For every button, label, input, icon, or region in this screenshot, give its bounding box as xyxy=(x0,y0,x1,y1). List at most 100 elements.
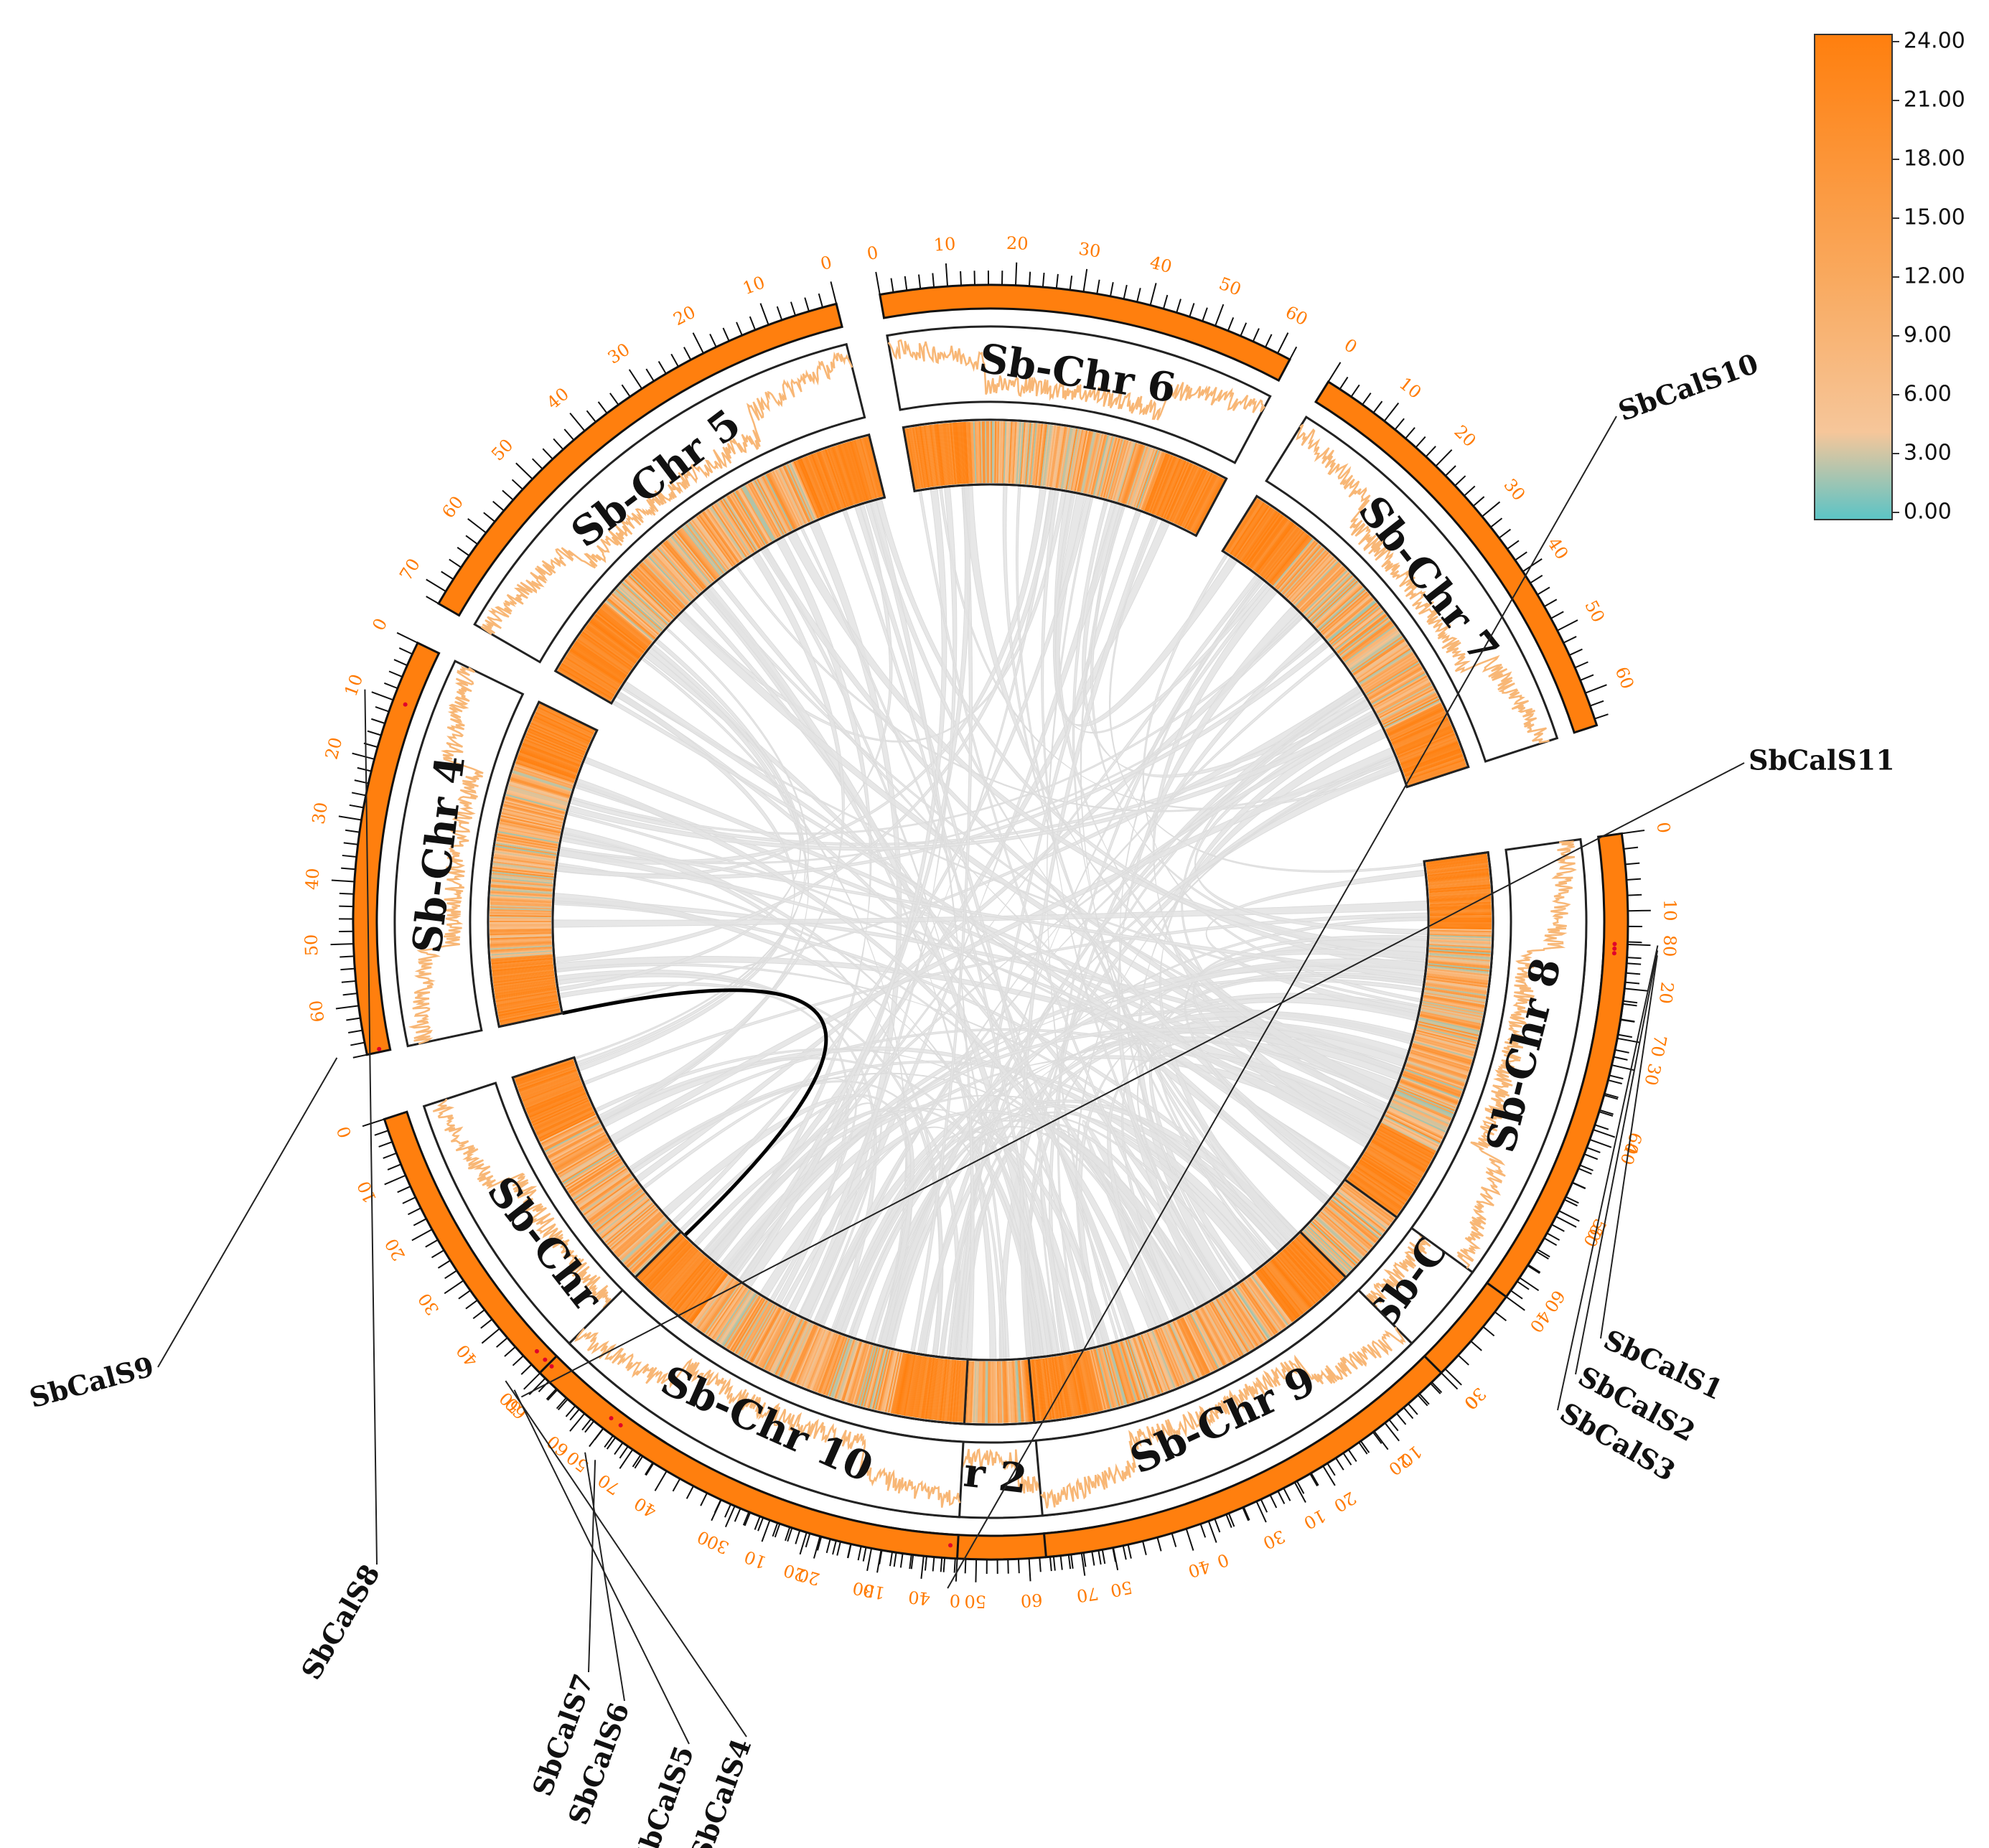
axis-tick xyxy=(1101,1549,1106,1565)
axis-tick xyxy=(932,1557,935,1572)
density-track-border xyxy=(633,1230,969,1425)
density-strip xyxy=(553,1137,609,1169)
axis-tick xyxy=(339,892,354,895)
density-strip xyxy=(657,547,700,594)
density-strip xyxy=(1428,954,1491,960)
density-strip xyxy=(768,472,797,529)
density-strip xyxy=(762,1313,792,1369)
density-strip xyxy=(1368,1145,1423,1178)
axis-tick xyxy=(754,1516,761,1530)
density-strip xyxy=(1397,1087,1456,1112)
axis-tick xyxy=(1464,485,1476,497)
density-strip xyxy=(1373,677,1428,708)
density-strip xyxy=(701,512,738,564)
density-strip xyxy=(632,1229,678,1275)
axis-tick xyxy=(818,293,823,308)
density-strip xyxy=(605,600,655,641)
density-strip xyxy=(853,1344,872,1405)
density-strip xyxy=(1177,469,1205,525)
density-strip xyxy=(581,632,632,670)
density-strip xyxy=(1025,423,1032,485)
density-strip xyxy=(490,924,552,927)
density-strip xyxy=(1379,1125,1436,1155)
density-strip xyxy=(520,1072,579,1095)
density-strip xyxy=(1337,614,1387,655)
tick-label: 40 xyxy=(631,1493,660,1521)
density-strip xyxy=(557,1143,612,1176)
axis-tick xyxy=(1425,446,1436,458)
density-strip xyxy=(640,1236,685,1282)
density-strip xyxy=(1357,645,1410,681)
density-strip xyxy=(1353,1168,1405,1205)
tick-label: 20 xyxy=(1006,233,1029,254)
density-strip xyxy=(907,428,919,489)
density-strip xyxy=(939,1359,947,1421)
density-strip xyxy=(617,586,665,629)
density-strip xyxy=(1420,1012,1482,1027)
density-strip xyxy=(514,1059,574,1080)
density-strip xyxy=(492,966,554,975)
axis-tick xyxy=(396,632,418,644)
density-strip xyxy=(1392,1099,1449,1127)
density-strip xyxy=(492,974,555,984)
gene-leader-line xyxy=(588,1460,596,1673)
density-strip xyxy=(492,868,554,877)
density-strip xyxy=(1141,1334,1164,1393)
density-strip xyxy=(641,1237,685,1283)
density-strip xyxy=(593,1189,643,1229)
density-strip xyxy=(795,1326,822,1385)
density-strip xyxy=(581,1175,632,1212)
density-strip xyxy=(1036,1359,1044,1421)
density-strip xyxy=(592,616,642,656)
tick-label: 70 xyxy=(396,555,424,584)
density-strip xyxy=(1057,427,1070,489)
axis-tick xyxy=(472,1309,485,1320)
density-strip xyxy=(1428,888,1491,895)
density-strip xyxy=(1097,436,1114,497)
density-strip xyxy=(920,1357,931,1419)
density-strip xyxy=(711,1287,747,1339)
density-strip xyxy=(522,742,581,766)
density-strip xyxy=(598,609,648,649)
density-strip xyxy=(1408,1056,1468,1077)
density-strip xyxy=(688,522,726,573)
density-strip xyxy=(1060,427,1072,489)
density-strip xyxy=(1427,871,1489,879)
density-strip xyxy=(922,426,932,487)
density-strip xyxy=(923,425,934,487)
gc-content-line xyxy=(480,351,853,635)
tick-label: 10 xyxy=(1660,899,1680,921)
density-strip xyxy=(587,1183,639,1221)
axis-tick xyxy=(940,1557,943,1572)
density-strip xyxy=(870,1349,887,1410)
density-strip xyxy=(594,614,644,655)
density-strip xyxy=(1032,1359,1040,1421)
axis-tick xyxy=(644,1462,654,1476)
density-strip xyxy=(1309,1223,1355,1267)
density-strip xyxy=(751,481,782,537)
density-strip xyxy=(926,425,936,487)
density-strip xyxy=(1062,1355,1074,1417)
density-strip xyxy=(1428,962,1489,971)
density-strip xyxy=(770,1316,800,1374)
density-strip xyxy=(1372,675,1428,708)
density-strip xyxy=(1403,751,1462,774)
density-strip xyxy=(1375,1132,1431,1163)
density-strip xyxy=(780,1321,808,1378)
density-strip xyxy=(1052,1356,1064,1418)
density-strip xyxy=(491,959,553,966)
density-strip xyxy=(1268,1261,1309,1310)
density-strip xyxy=(1391,717,1449,744)
density-strip xyxy=(1227,1291,1263,1344)
legend-labels: 24.0021.0018.0015.0012.009.006.003.000.0… xyxy=(1892,29,1965,525)
density-strip xyxy=(1429,944,1492,949)
axis-tick xyxy=(1339,376,1349,390)
density-strip xyxy=(777,468,805,525)
density-strip xyxy=(490,910,552,914)
density-strip xyxy=(904,428,917,489)
density-strip xyxy=(1367,1147,1421,1181)
axis-tick xyxy=(805,1533,811,1548)
density-strip xyxy=(552,1135,607,1167)
axis-tick xyxy=(437,1260,451,1269)
